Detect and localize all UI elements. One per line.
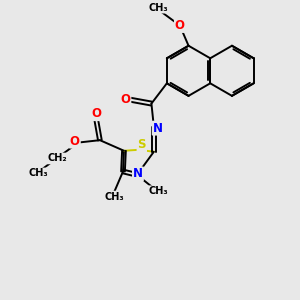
Text: O: O bbox=[70, 135, 80, 148]
Text: CH₃: CH₃ bbox=[149, 186, 169, 196]
Text: N: N bbox=[153, 122, 163, 135]
Text: O: O bbox=[120, 93, 130, 106]
Text: CH₂: CH₂ bbox=[47, 154, 67, 164]
Text: CH₃: CH₃ bbox=[104, 191, 124, 202]
Text: N: N bbox=[133, 167, 143, 180]
Text: S: S bbox=[137, 139, 146, 152]
Text: CH₃: CH₃ bbox=[149, 3, 169, 13]
Text: O: O bbox=[175, 19, 185, 32]
Text: CH₃: CH₃ bbox=[29, 168, 49, 178]
Text: O: O bbox=[91, 107, 101, 120]
